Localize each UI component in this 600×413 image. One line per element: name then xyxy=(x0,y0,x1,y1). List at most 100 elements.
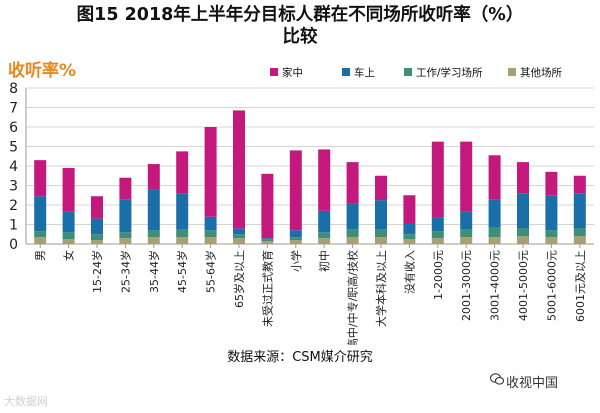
bar-segment xyxy=(204,216,217,231)
bar-segment xyxy=(91,196,103,219)
bar-segment xyxy=(488,199,501,228)
bar-segment xyxy=(573,228,586,237)
legend-item-other: 其他场所 xyxy=(508,66,562,80)
legend-item-work: 工作/学习场所 xyxy=(404,66,483,80)
bar-segment xyxy=(318,238,331,244)
legend-item-home: 家中 xyxy=(270,66,303,80)
wechat-icon xyxy=(490,373,504,385)
bar-segment xyxy=(34,196,47,232)
bar-segment xyxy=(204,237,217,244)
legend-label-other: 其他场所 xyxy=(520,67,562,79)
bar-segment xyxy=(375,237,387,244)
bar-segment xyxy=(545,195,558,231)
bar-segment xyxy=(147,189,160,231)
chart-title-line2: 比较 xyxy=(282,27,318,47)
y-tick-label: 4 xyxy=(9,159,18,175)
bar-segment xyxy=(119,238,132,244)
bar-segment xyxy=(289,237,302,241)
x-tick-label: 35-44岁 xyxy=(147,250,161,293)
x-tick-label: 男 xyxy=(34,250,47,261)
bar-segment xyxy=(233,110,245,229)
bar-segment xyxy=(289,150,302,231)
x-tick-label: 2001-3000元 xyxy=(460,250,473,321)
bar-segment xyxy=(403,195,416,224)
y-tick-label: 2 xyxy=(9,198,18,214)
bar-segment xyxy=(346,237,359,244)
bar-segment xyxy=(176,193,189,230)
bar-segment xyxy=(488,227,501,238)
chart-legend: 家中 车上 工作/学习场所 其他场所 xyxy=(270,66,600,80)
bar-segment xyxy=(91,234,103,241)
bar-segment xyxy=(460,229,473,238)
bar-segment xyxy=(119,177,132,200)
y-tick-label: 6 xyxy=(9,120,18,136)
bar-segment xyxy=(119,199,132,233)
bar-segment xyxy=(460,211,473,230)
bar-segment xyxy=(289,230,302,238)
bar-segment xyxy=(545,171,558,196)
stacked-bar-chart: 0 1 2 3 4 5 6 7 8 男 女 15-24岁 25-34岁 35-44岁 45-54岁 55-64… xyxy=(9,81,594,345)
bar-segment xyxy=(62,167,75,212)
bar-segment xyxy=(318,232,331,239)
bar-segment xyxy=(233,238,245,244)
bar-segment xyxy=(375,175,387,201)
bar-segment xyxy=(403,239,416,244)
bar-segment xyxy=(545,237,558,244)
bar-segment xyxy=(375,229,387,238)
bar-segment xyxy=(261,238,274,240)
bar-segment xyxy=(233,234,245,239)
bar-segment xyxy=(488,155,501,200)
bar-segment xyxy=(517,162,529,194)
bar-segment xyxy=(261,241,274,244)
bar-segment xyxy=(261,173,274,239)
bar-segment xyxy=(517,236,529,244)
bar-segment xyxy=(289,240,302,244)
y-tick-label: 8 xyxy=(9,81,18,97)
bar-segment xyxy=(460,237,473,244)
bar-segment xyxy=(147,164,160,190)
bar-segment xyxy=(346,162,359,204)
x-tick-label: 小学 xyxy=(289,250,303,272)
bar-segment xyxy=(573,175,586,194)
bar-segment xyxy=(431,141,444,218)
bar-segment xyxy=(545,230,558,238)
x-tick-label: 女 xyxy=(62,250,76,261)
legend-swatch-home xyxy=(270,68,278,76)
bar-segment xyxy=(204,127,217,217)
bar-segment xyxy=(573,193,586,229)
data-source: 数据来源：CSM媒介研究 xyxy=(227,350,373,365)
y-tick-label: 1 xyxy=(9,218,18,234)
legend-swatch-work xyxy=(404,68,412,76)
bar-segment xyxy=(62,232,75,240)
bar-segment xyxy=(34,237,47,244)
bar-segment xyxy=(346,229,359,238)
x-tick-label: 5001-6000元 xyxy=(545,250,558,321)
bar-segment xyxy=(318,210,331,233)
bar-segment xyxy=(375,200,387,230)
watermark-right: 收视中国 xyxy=(506,376,559,391)
bar-segment xyxy=(431,238,444,244)
x-tick-label: 55-64岁 xyxy=(204,250,218,293)
bar-segment xyxy=(346,203,359,230)
bar-segment xyxy=(62,239,75,244)
x-tick-label: 15-24岁 xyxy=(90,250,104,293)
x-tick-label: 65岁及以上 xyxy=(232,250,246,308)
x-tick-label: 大学本科及以上 xyxy=(374,250,388,327)
bar-segment xyxy=(34,231,47,238)
y-axis-label: 收听率% xyxy=(8,61,77,81)
x-tick-label: 1-2000元 xyxy=(432,250,445,300)
bar-segment xyxy=(261,239,274,242)
bar-segment xyxy=(431,231,444,239)
bar-segment xyxy=(91,240,103,244)
legend-swatch-other xyxy=(508,68,516,76)
x-tick-label: 初中 xyxy=(317,250,331,272)
bar-segment xyxy=(147,237,160,244)
legend-label-car: 车上 xyxy=(354,67,375,79)
bar-segment xyxy=(573,236,586,244)
legend-item-car: 车上 xyxy=(342,66,375,80)
bar-segment xyxy=(91,218,103,235)
chart-title: 图15 2018年上半年分目标人群在不同场所收听率（%） 比较 xyxy=(0,4,600,48)
bar-segment xyxy=(34,160,47,197)
x-tick-label: 3001-4000元 xyxy=(489,250,502,321)
y-tick-label: 7 xyxy=(9,101,18,117)
